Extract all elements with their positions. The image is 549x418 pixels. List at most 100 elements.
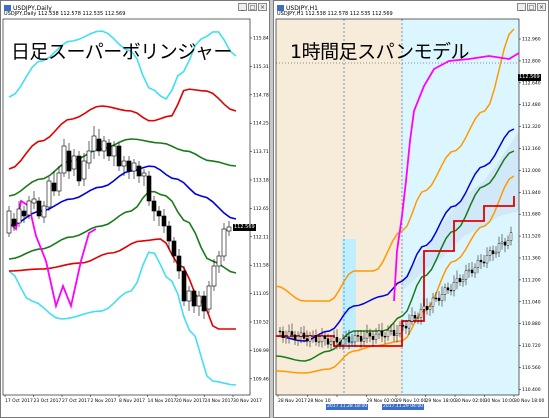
time-axis-label: 20 Nov 2017 <box>176 398 205 404</box>
candle <box>66 150 72 172</box>
chart-overlay-title: 1時間足スパンモデル <box>290 41 470 63</box>
time-axis-label: 30 Nov 10:00 <box>485 398 515 404</box>
outer-band-lower <box>8 251 237 386</box>
candle <box>410 315 414 322</box>
candle <box>314 335 318 342</box>
candle <box>216 255 222 267</box>
candle <box>341 338 345 346</box>
candle <box>290 331 294 336</box>
middle-line <box>8 165 237 227</box>
current-price-tag: 112.569 <box>518 74 541 81</box>
price-axis-label: 112.160 <box>522 146 541 152</box>
time-axis-label: 29 Nov 18:00 <box>426 398 456 404</box>
chart-window-daily[interactable]: USDJPY,Daily _ □ × USDJPY,Daily 112.538 … <box>0 0 270 418</box>
candle <box>293 334 297 341</box>
candle <box>350 341 354 344</box>
candle <box>201 295 207 312</box>
candle <box>11 218 17 227</box>
candle <box>308 335 312 342</box>
candle <box>51 182 57 192</box>
candle <box>425 306 429 310</box>
candle <box>377 330 381 335</box>
price-axis-label: 110.560 <box>522 365 541 371</box>
price-axis-label: 112.480 <box>522 102 541 108</box>
price-axis-label: 111.040 <box>522 299 541 305</box>
candle <box>299 332 303 337</box>
candle <box>36 200 42 217</box>
candle <box>470 269 474 274</box>
candle <box>368 332 372 337</box>
price-axis-label: 110.520 <box>253 320 270 326</box>
maximize-button[interactable]: □ <box>248 3 257 11</box>
candle <box>329 341 333 345</box>
candle <box>479 259 483 263</box>
candle <box>206 285 212 310</box>
candle <box>141 172 147 177</box>
minimize-button[interactable]: _ <box>517 3 526 11</box>
candle <box>347 336 351 343</box>
candle <box>422 306 426 310</box>
chart-window-h1[interactable]: USDJPY,H1 _ □ × USDJPY,H1 112.538 112.57… <box>273 0 549 418</box>
candle <box>500 241 504 244</box>
candle <box>401 325 405 327</box>
candle <box>332 337 336 342</box>
ohlc-readout: USDJPY,H1 112.538 112.578 112.535 112.56… <box>277 11 393 17</box>
candle <box>428 306 432 310</box>
price-axis-label: 111.050 <box>253 291 270 297</box>
candle <box>6 210 12 234</box>
price-axis-label: 115.310 <box>253 64 270 70</box>
daily-chart-canvas[interactable]: 115.840 115.310 114.780 114.250 113.710 113.1… <box>1 1 270 418</box>
price-axis-label: 112.800 <box>522 58 541 64</box>
minimize-button[interactable]: _ <box>238 3 247 11</box>
price-axis-label: 114.250 <box>253 121 270 127</box>
candle <box>440 294 444 301</box>
candle <box>211 265 217 287</box>
h1-chart-canvas[interactable]: 112.960 112.800 112.640 112.480 112.320 112.1… <box>274 1 549 418</box>
time-axis-label: 30 Nov 18:00 <box>514 398 544 404</box>
candle <box>452 282 456 291</box>
candle <box>136 165 142 177</box>
candle <box>161 215 167 227</box>
candle <box>449 289 453 292</box>
time-axis-label: 30 Nov 2017 <box>233 398 262 404</box>
candle <box>181 270 187 302</box>
candle <box>186 290 192 302</box>
candle <box>416 317 420 319</box>
candle <box>61 145 67 174</box>
candle <box>146 175 152 202</box>
ohlc-readout: USDJPY,Daily 112.538 112.578 112.535 112… <box>4 11 126 17</box>
candle <box>395 332 399 336</box>
candle <box>26 200 32 216</box>
close-button[interactable]: × <box>258 3 267 11</box>
candle <box>131 162 137 172</box>
band-plus2 <box>8 88 237 170</box>
candle <box>126 160 132 172</box>
candle <box>91 135 97 152</box>
window-controls: _ □ × <box>517 3 546 11</box>
maximize-button[interactable]: □ <box>527 3 536 11</box>
close-button[interactable]: × <box>537 3 546 11</box>
time-axis-label: 29 Nov 10:00 <box>396 398 426 404</box>
time-axis-label: 8 Nov 2017 <box>119 398 145 404</box>
candle <box>383 335 387 338</box>
candle <box>503 241 507 246</box>
candle <box>76 155 82 182</box>
candle <box>365 332 369 339</box>
lagging-span <box>8 199 97 310</box>
candle <box>56 172 62 192</box>
price-axis-label: 113.180 <box>253 178 270 184</box>
outer-band-lower <box>275 175 515 374</box>
candle <box>281 331 285 338</box>
candle <box>191 290 197 307</box>
candle <box>356 335 360 337</box>
price-axis-label: 111.360 <box>522 256 541 262</box>
candle <box>473 267 477 274</box>
candle <box>323 335 327 339</box>
price-axis-label: 112.650 <box>253 206 270 212</box>
candle <box>488 250 492 256</box>
time-axis-label: 23 Oct 2017 <box>34 398 62 404</box>
price-axis-label: 111.200 <box>522 277 541 283</box>
candle <box>16 208 22 224</box>
candle <box>338 342 342 346</box>
candle <box>335 337 339 343</box>
